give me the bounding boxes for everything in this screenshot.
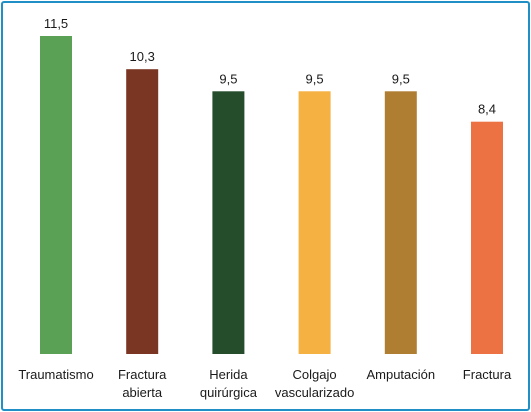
bar-3 bbox=[298, 91, 331, 355]
value-label-0: 11,5 bbox=[44, 16, 68, 31]
bar-0 bbox=[40, 36, 72, 354]
category-label-1: Fractura abierta bbox=[118, 367, 167, 400]
value-label-2: 9,5 bbox=[219, 71, 237, 86]
value-label-4: 9,5 bbox=[392, 71, 410, 86]
bar-4 bbox=[384, 91, 417, 355]
bar-5 bbox=[471, 121, 503, 354]
category-label-3: Colgajo vascularizado bbox=[275, 367, 355, 400]
bar-chart: 11,5 Traumatismo 10,3 Fractura abierta 9,5 Her… bbox=[18, 16, 512, 400]
category-label-4: Amputación bbox=[366, 367, 435, 382]
value-label-3: 9,5 bbox=[306, 71, 324, 86]
value-label-1: 10,3 bbox=[130, 49, 155, 64]
value-label-5: 8,4 bbox=[478, 102, 496, 117]
category-label-2: Herida quirúrgica bbox=[200, 367, 258, 400]
category-label-0: Traumatismo bbox=[18, 367, 93, 382]
bar-2 bbox=[212, 91, 245, 355]
category-label-5: Fractura bbox=[463, 367, 512, 382]
bar-1 bbox=[126, 69, 159, 354]
